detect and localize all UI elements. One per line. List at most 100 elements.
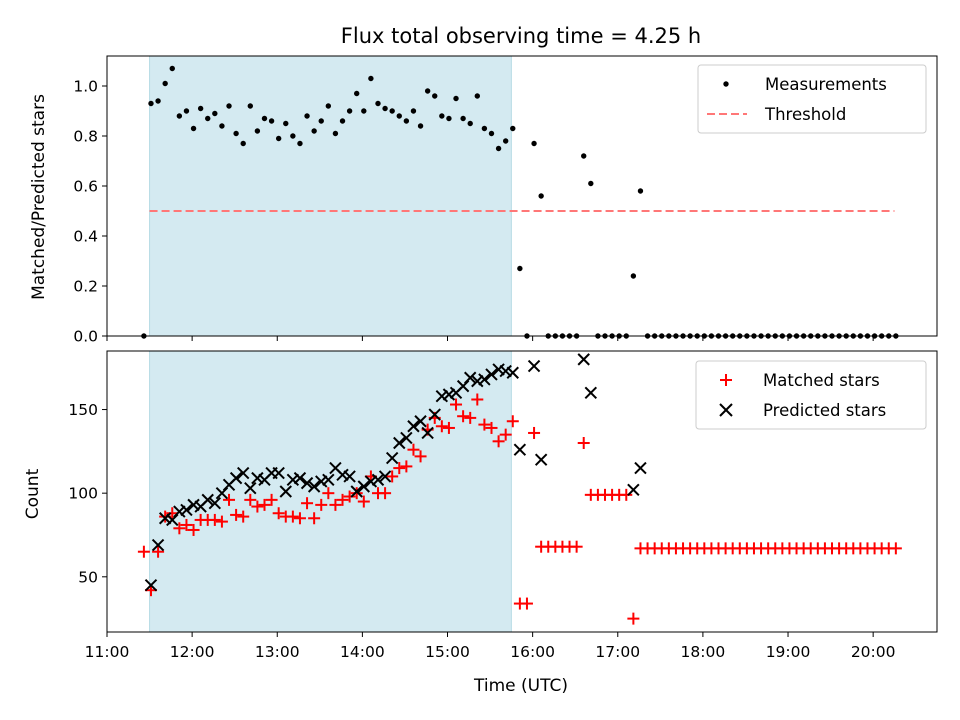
predicted-point-18	[272, 466, 285, 480]
top-legend: Measurements Threshold	[697, 64, 927, 134]
measurement-point-11	[219, 123, 225, 129]
matched-point-17	[258, 498, 271, 511]
matched-point-21	[286, 510, 299, 523]
measurement-point-37	[403, 118, 410, 124]
matched-point-62	[577, 436, 590, 449]
bottom-xtick-label-6: 17:00	[595, 643, 640, 661]
measurement-point-10	[212, 110, 218, 117]
measurement-point-39	[417, 123, 424, 129]
matched-point-106	[889, 542, 902, 555]
matched-point-4	[166, 507, 179, 520]
matched-point-22	[293, 512, 306, 525]
measurement-point-8	[197, 105, 204, 112]
matched-point-48	[478, 418, 491, 431]
matched-point-7	[187, 523, 200, 536]
measurement-point-22	[297, 140, 303, 147]
matched-point-42	[435, 420, 448, 433]
top-ytick-label-0: 0.0	[73, 328, 98, 346]
legend-label-matched: Matched stars	[763, 371, 880, 390]
matched-point-69	[627, 612, 640, 625]
matched-point-37	[400, 460, 413, 473]
matched-point-16	[251, 500, 264, 513]
measurement-point-26	[325, 103, 332, 109]
measurement-point-34	[382, 105, 388, 112]
measurement-point-52	[510, 125, 516, 132]
top-ytick-label-1: 0.2	[73, 278, 98, 296]
bottom-ytick-label-1: 100	[68, 485, 98, 503]
bottom-ytick-label-2: 150	[68, 401, 98, 419]
predicted-star-points	[144, 353, 647, 592]
bottom-xtick-label-5: 16:00	[510, 643, 555, 661]
predicted-point-4	[173, 505, 186, 518]
measurement-point-32	[368, 75, 374, 82]
measurement-point-23	[304, 113, 310, 119]
predicted-point-48	[485, 368, 498, 381]
matched-point-23	[301, 497, 314, 510]
predicted-point-42	[442, 388, 456, 401]
measurement-point-63	[588, 180, 594, 187]
predicted-point-1	[151, 538, 165, 552]
bottom-xtick-label-8: 19:00	[766, 643, 811, 661]
measurement-point-3	[162, 80, 168, 87]
measurement-point-14	[240, 140, 246, 147]
predicted-point-46	[471, 374, 484, 388]
measurement-point-33	[375, 100, 381, 107]
matched-point-55	[528, 426, 541, 439]
measurement-point-56	[538, 193, 544, 199]
predicted-point-28	[343, 470, 356, 483]
predicted-point-9	[208, 497, 222, 510]
measurement-point-47	[474, 93, 481, 99]
matched-point-10	[208, 513, 221, 526]
matched-point-13	[230, 508, 243, 521]
matched-point-50	[492, 435, 505, 448]
predicted-point-8	[201, 493, 214, 507]
bottom-xtick-label-1: 12:00	[170, 643, 215, 661]
matched-point-18	[265, 493, 278, 506]
measurement-point-12	[226, 103, 232, 109]
measurement-point-29	[346, 108, 353, 114]
measurement-point-18	[268, 118, 275, 124]
measurement-point-36	[396, 113, 402, 119]
matched-point-31	[357, 495, 370, 508]
measurement-point-51	[502, 138, 509, 144]
matched-point-5	[173, 522, 186, 535]
predicted-point-13	[236, 466, 250, 480]
bottom-x-ticks: 11:00 12:00 13:00 14:00 15:00 16:00 17:00 18:00…	[85, 632, 895, 661]
predicted-point-12	[229, 471, 243, 485]
predicted-point-52	[513, 443, 527, 456]
measurement-point-53	[517, 265, 523, 272]
measurement-point-24	[311, 128, 317, 134]
predicted-point-14	[244, 481, 257, 495]
top-panel: 0.0 0.2 0.4 0.6 0.8 1.0 Flux total observing …	[29, 24, 938, 346]
top-y-axis-label: Matched/Predicted stars	[29, 94, 49, 300]
matched-point-52	[506, 415, 519, 428]
bottom-xtick-label-3: 14:00	[340, 643, 385, 661]
predicted-point-24	[315, 475, 328, 488]
matched-point-24	[308, 512, 321, 525]
matched-point-2	[152, 545, 165, 558]
predicted-point-29	[350, 485, 363, 498]
legend-label-measurements: Measurements	[765, 75, 887, 94]
matched-point-35	[386, 470, 399, 483]
matched-point-15	[244, 493, 257, 506]
predicted-point-33	[378, 470, 392, 483]
measurement-point-1	[148, 100, 154, 107]
predicted-point-32	[371, 473, 385, 486]
predicted-point-5	[180, 503, 193, 517]
top-ytick-label-3: 0.6	[73, 178, 98, 196]
bottom-ytick-label-0: 50	[78, 568, 98, 586]
bottom-legend-box	[695, 360, 927, 430]
measurement-point-43	[446, 115, 452, 122]
matched-point-30	[350, 487, 363, 500]
predicted-point-53	[527, 359, 541, 373]
matched-point-54	[520, 597, 533, 610]
predicted-point-25	[322, 473, 335, 486]
measurement-point-4	[169, 65, 175, 72]
measurement-point-28	[339, 118, 346, 124]
predicted-point-57	[627, 483, 640, 497]
matched-point-11	[215, 515, 228, 528]
matched-point-6	[180, 518, 193, 531]
legend-marker-matched	[720, 374, 732, 386]
matched-point-68	[620, 488, 633, 501]
